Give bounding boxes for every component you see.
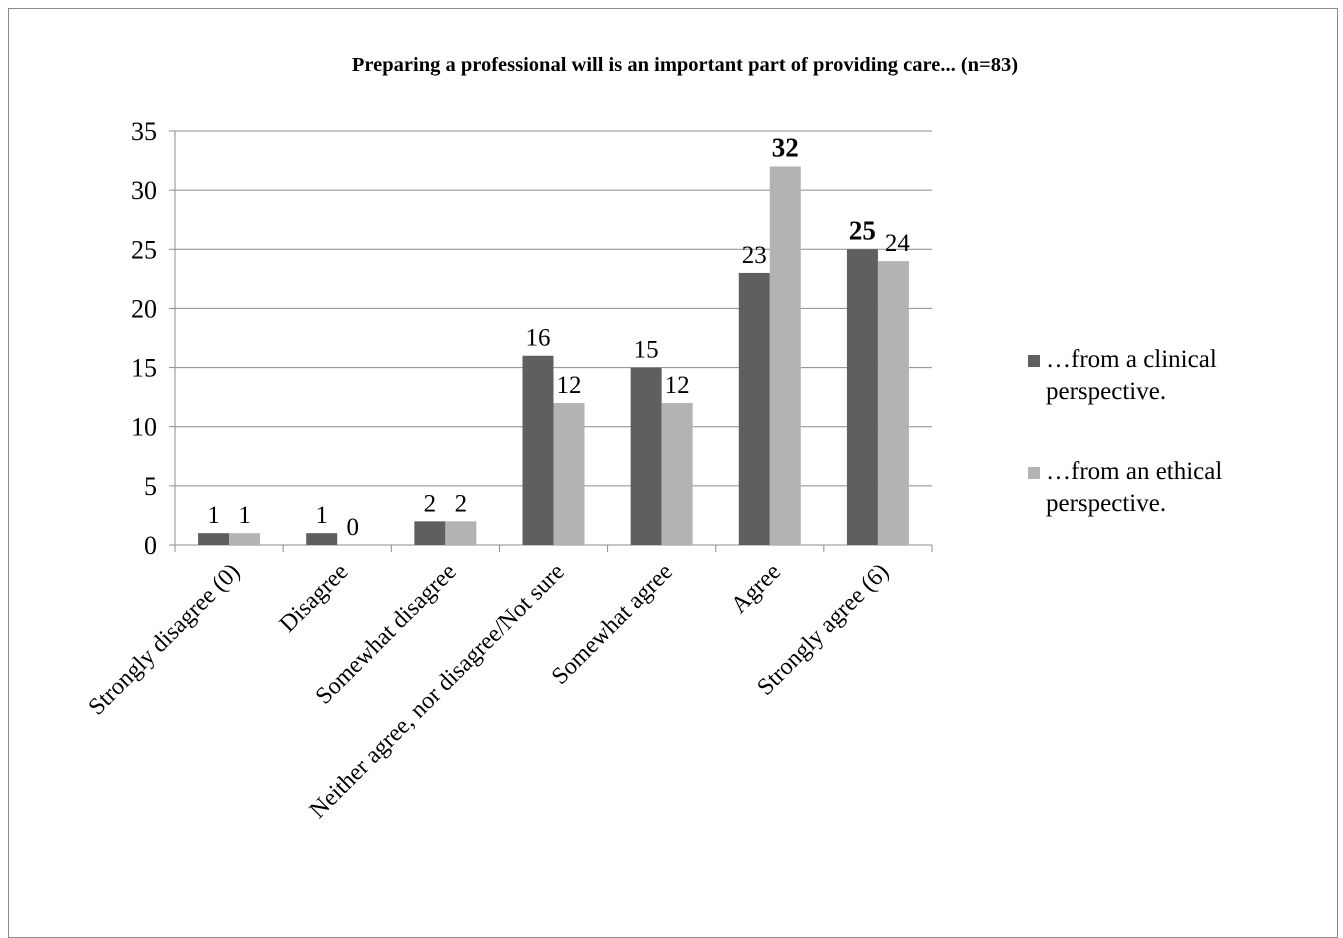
bar [769, 166, 801, 545]
data-label: 1 [315, 502, 328, 529]
bar [630, 367, 662, 545]
bars [198, 166, 909, 546]
bar [229, 533, 261, 545]
y-tick-label: 5 [144, 472, 157, 501]
y-tick-label: 10 [131, 413, 157, 442]
y-tick-label: 20 [131, 294, 157, 323]
data-label: 16 [526, 325, 551, 352]
legend-swatch [1028, 355, 1040, 367]
bar [414, 521, 446, 545]
y-tick-label: 25 [131, 235, 157, 264]
legend-label-line: …from an ethical [1046, 458, 1222, 485]
bar [738, 272, 770, 545]
data-label: 15 [634, 337, 659, 364]
bar [198, 533, 230, 545]
data-label: 1 [238, 502, 251, 529]
legend-label: …from an ethical perspective. [1046, 458, 1222, 517]
bar [661, 403, 693, 545]
data-label: 12 [665, 372, 690, 399]
y-tick-label: 15 [131, 354, 157, 383]
y-axis-tick-labels: 0 5 10 15 20 25 30 35 [131, 117, 157, 560]
data-label: 1 [207, 502, 220, 529]
bar [522, 355, 554, 545]
data-label: 32 [772, 132, 799, 162]
legend: …from a clinical perspective.…from an eth… [1028, 346, 1222, 517]
bar [306, 533, 338, 545]
chart-title: Preparing a professional will is an impo… [352, 54, 1018, 76]
chart-frame: Preparing a professional will is an impo… [8, 8, 1338, 938]
bar [877, 261, 909, 545]
legend-label: …from a clinical perspective. [1046, 346, 1217, 405]
data-label: 2 [455, 490, 468, 517]
x-tick-label: Strongly disagree (0) [84, 559, 246, 721]
legend-item-clinical: …from a clinical perspective. [1028, 346, 1217, 405]
data-label: 2 [424, 490, 437, 517]
bar [445, 521, 477, 545]
x-tick-label: Disagree [275, 559, 354, 638]
y-tick-label: 35 [131, 117, 157, 146]
bar [846, 249, 878, 546]
x-tick-label: Agree [726, 559, 786, 619]
legend-label-line: perspective. [1046, 490, 1166, 517]
data-label: 23 [742, 242, 767, 269]
y-tick-label: 0 [144, 531, 157, 560]
y-tick-label: 30 [131, 176, 157, 205]
legend-label-line: …from a clinical [1046, 346, 1217, 373]
legend-item-ethical: …from an ethical perspective. [1028, 458, 1222, 517]
data-label: 0 [346, 514, 359, 541]
data-label: 25 [849, 215, 876, 245]
data-label: 24 [885, 230, 911, 257]
legend-swatch [1028, 467, 1040, 479]
legend-label-line: perspective. [1046, 378, 1166, 405]
bar-chart: Preparing a professional will is an impo… [84, 54, 1223, 824]
bar [553, 403, 585, 545]
data-label: 12 [557, 372, 582, 399]
